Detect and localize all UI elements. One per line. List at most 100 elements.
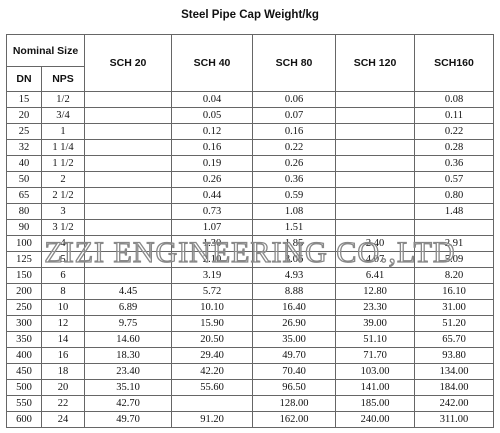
sch120-cell: 185.00 — [335, 395, 416, 412]
sch20-cell — [84, 267, 173, 284]
table-row: 350 14 14.60 20.50 35.00 51.10 65.70 — [6, 331, 495, 348]
sch120-cell: 39.00 — [335, 315, 416, 332]
dn-cell: 65 — [6, 187, 42, 204]
sch20-cell: 42.70 — [84, 395, 173, 412]
sch40-cell: 0.19 — [171, 155, 254, 172]
nps-cell: 12 — [40, 315, 86, 332]
nps-cell: 3 — [40, 203, 86, 220]
sch20-cell — [84, 107, 173, 124]
sch40-cell: 42.20 — [171, 363, 254, 380]
table-row: 100 4 1.30 1.85 2.40 2.91 — [6, 235, 495, 252]
table-row: 65 2 1/2 0.44 0.59 0.80 — [6, 187, 495, 204]
sch20-cell — [84, 251, 173, 268]
dn-cell: 40 — [6, 155, 42, 172]
nps-cell: 22 — [40, 395, 86, 412]
sch160-cell: 31.00 — [414, 299, 495, 316]
sch80-cell: 0.16 — [252, 123, 337, 140]
sch120-cell: 23.30 — [335, 299, 416, 316]
sch40-cell: 20.50 — [171, 331, 254, 348]
nps-cell: 14 — [40, 331, 86, 348]
dn-cell: 500 — [6, 379, 42, 396]
sch80-cell: 3.06 — [252, 251, 337, 268]
weight-table: Nominal Size SCH 20 SCH 40 SCH 80 SCH 12… — [5, 34, 495, 428]
sch120-cell — [335, 203, 416, 220]
sch80-cell: 35.00 — [252, 331, 337, 348]
dn-cell: 90 — [6, 219, 42, 236]
sch80-cell: 0.36 — [252, 171, 337, 188]
sch80-cell: 26.90 — [252, 315, 337, 332]
sch160-cell: 8.20 — [414, 267, 495, 284]
nps-cell: 18 — [40, 363, 86, 380]
sch40-cell: 3.19 — [171, 267, 254, 284]
sch40-cell: 0.12 — [171, 123, 254, 140]
sch80-cell: 1.51 — [252, 219, 337, 236]
sch80-cell: 49.70 — [252, 347, 337, 364]
sch120-cell: 71.70 — [335, 347, 416, 364]
sch120-cell: 240.00 — [335, 411, 416, 428]
sch20-cell — [84, 219, 173, 236]
sch160-cell: 65.70 — [414, 331, 495, 348]
nps-cell: 1 1/4 — [40, 139, 86, 156]
sch20-cell: 18.30 — [84, 347, 173, 364]
nps-cell: 5 — [40, 251, 86, 268]
sch20-cell — [84, 203, 173, 220]
sch160-header: SCH160 — [414, 34, 495, 92]
sch20-header: SCH 20 — [84, 34, 173, 92]
nps-cell: 2 — [40, 171, 86, 188]
nps-cell: 1 1/2 — [40, 155, 86, 172]
sch40-cell: 0.73 — [171, 203, 254, 220]
page-title: Steel Pipe Cap Weight/kg — [181, 9, 319, 21]
sch20-cell: 9.75 — [84, 315, 173, 332]
nps-cell: 10 — [40, 299, 86, 316]
table-row: 250 10 6.89 10.10 16.40 23.30 31.00 — [6, 299, 495, 316]
sch160-cell: 0.80 — [414, 187, 495, 204]
sch120-cell: 2.40 — [335, 235, 416, 252]
table-body: 15 1/2 0.04 0.06 0.08 20 3/4 0.05 0.07 0.11 25 1 0.1… — [6, 91, 495, 428]
sch20-cell — [84, 235, 173, 252]
nps-header: NPS — [40, 66, 86, 92]
sch80-cell: 8.88 — [252, 283, 337, 300]
sch40-header: SCH 40 — [171, 34, 254, 92]
sch120-cell — [335, 107, 416, 124]
sch40-cell: 1.30 — [171, 235, 254, 252]
sch160-cell: 93.80 — [414, 347, 495, 364]
sch160-cell: 311.00 — [414, 411, 495, 428]
sch20-cell: 6.89 — [84, 299, 173, 316]
sch160-cell: 0.36 — [414, 155, 495, 172]
dn-cell: 80 — [6, 203, 42, 220]
sch40-cell: 0.26 — [171, 171, 254, 188]
dn-cell: 20 — [6, 107, 42, 124]
sch20-cell: 23.40 — [84, 363, 173, 380]
table-row: 32 1 1/4 0.16 0.22 0.28 — [6, 139, 495, 156]
sch20-cell — [84, 187, 173, 204]
dn-cell: 15 — [6, 91, 42, 108]
sch40-cell: 91.20 — [171, 411, 254, 428]
sch40-cell: 0.04 — [171, 91, 254, 108]
sch160-cell: 242.00 — [414, 395, 495, 412]
sch80-header: SCH 80 — [252, 34, 337, 92]
sch120-cell — [335, 171, 416, 188]
dn-cell: 25 — [6, 123, 42, 140]
sch20-cell: 14.60 — [84, 331, 173, 348]
sch40-cell: 0.44 — [171, 187, 254, 204]
sch40-cell: 29.40 — [171, 347, 254, 364]
sch160-cell: 0.22 — [414, 123, 495, 140]
sch40-cell — [171, 395, 254, 412]
nps-cell: 20 — [40, 379, 86, 396]
table-row: 550 22 42.70 128.00 185.00 242.00 — [6, 395, 495, 412]
sch120-cell — [335, 219, 416, 236]
table-row: 90 3 1/2 1.07 1.51 — [6, 219, 495, 236]
sch80-cell: 1.85 — [252, 235, 337, 252]
nps-cell: 4 — [40, 235, 86, 252]
sch80-cell: 96.50 — [252, 379, 337, 396]
sch160-cell: 0.11 — [414, 107, 495, 124]
dn-cell: 125 — [6, 251, 42, 268]
sch40-cell: 10.10 — [171, 299, 254, 316]
sch20-cell: 49.70 — [84, 411, 173, 428]
sch20-cell: 35.10 — [84, 379, 173, 396]
table-row: 300 12 9.75 15.90 26.90 39.00 51.20 — [6, 315, 495, 332]
sch160-cell: 0.28 — [414, 139, 495, 156]
nps-cell: 3 1/2 — [40, 219, 86, 236]
nps-cell: 1 — [40, 123, 86, 140]
